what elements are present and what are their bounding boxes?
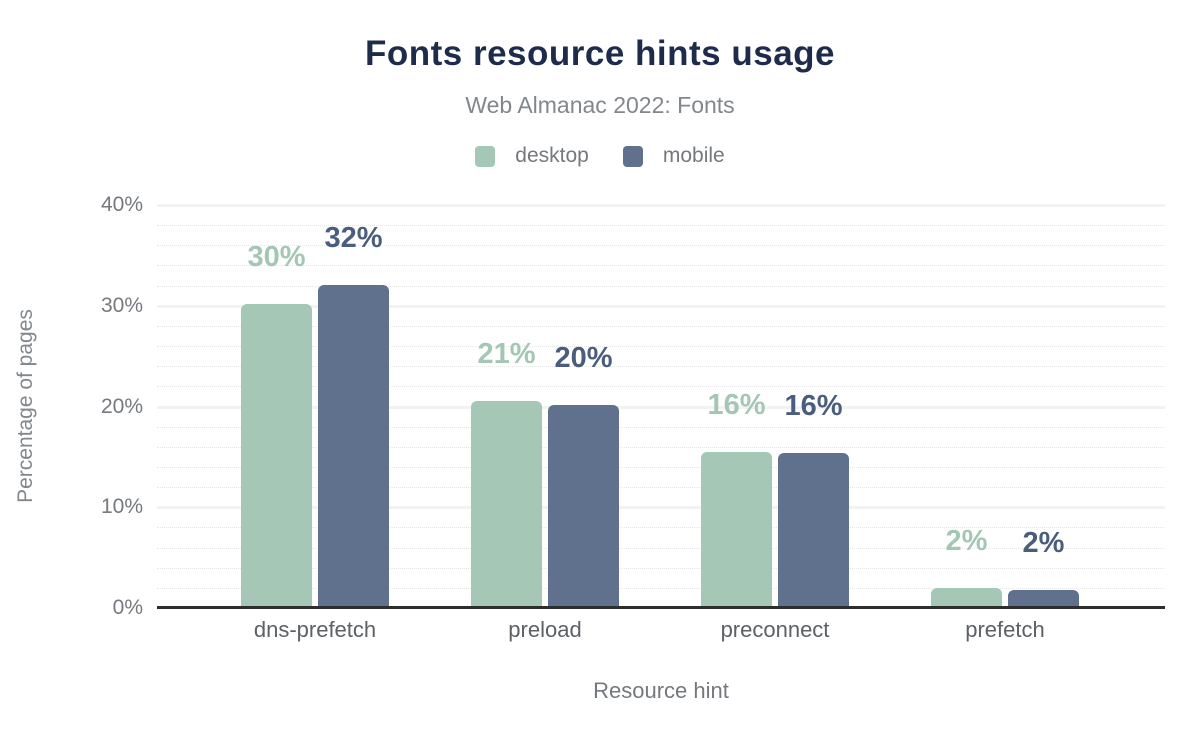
desktop-value-label-preconnect: 16% [707,388,766,421]
desktop-bar-preconnect [701,451,772,608]
legend: desktop mobile [0,144,1200,168]
x-axis-line [157,606,1165,609]
desktop-swatch-icon [475,145,496,167]
mobile-bar-prefetch [1008,589,1079,608]
x-tick-label-dns-prefetch: dns-prefetch [253,617,377,642]
chart-title: Fonts resource hints usage [364,34,836,73]
desktop-bar-dns-prefetch [241,303,312,608]
y-tick-label-40%: 40% [100,193,143,216]
mobile-value-label-preconnect: 16% [784,389,843,422]
y-axis-ticks: 0% 10% 20% 30% 40% [0,193,143,619]
desktop-bar-prefetch [931,587,1002,608]
legend-label-desktop: desktop [515,144,589,167]
mobile-swatch-icon [622,145,643,167]
legend-label-mobile: mobile [662,144,725,167]
x-tick-label-preconnect: preconnect [720,617,830,642]
legend-item-mobile: mobile [622,144,725,168]
chart-subtitle: Web Almanac 2022: Fonts [465,92,735,118]
plot-area: 30% 32% 21% 20% 16% 16% 2% 2% [157,204,1165,608]
legend-item-desktop: desktop [475,144,589,168]
major-gridline [157,204,1165,207]
desktop-value-label-preload: 21% [477,338,536,371]
desktop-bar-preload [471,401,542,608]
x-axis-title: Resource hint [593,678,729,703]
desktop-value-label-dns-prefetch: 30% [247,240,306,273]
mobile-bar-preconnect [778,452,849,608]
mobile-bar-dns-prefetch [318,284,389,608]
mobile-value-label-prefetch: 2% [1022,526,1065,559]
x-tick-label-prefetch: prefetch [965,617,1045,642]
minor-gridline [157,225,1165,227]
minor-gridline [157,245,1165,247]
desktop-value-label-prefetch: 2% [945,524,988,557]
mobile-bar-preload [548,404,619,608]
x-tick-label-preload: preload [508,617,582,642]
y-tick-label-30%: 30% [100,293,143,317]
y-tick-label-0%: 0% [112,596,143,619]
mobile-value-label-dns-prefetch: 32% [324,221,383,254]
y-tick-label-10%: 10% [100,495,143,519]
minor-gridline [157,285,1165,287]
y-tick-label-20%: 20% [100,394,143,418]
minor-gridline [157,265,1165,267]
mobile-value-label-preload: 20% [554,341,613,374]
